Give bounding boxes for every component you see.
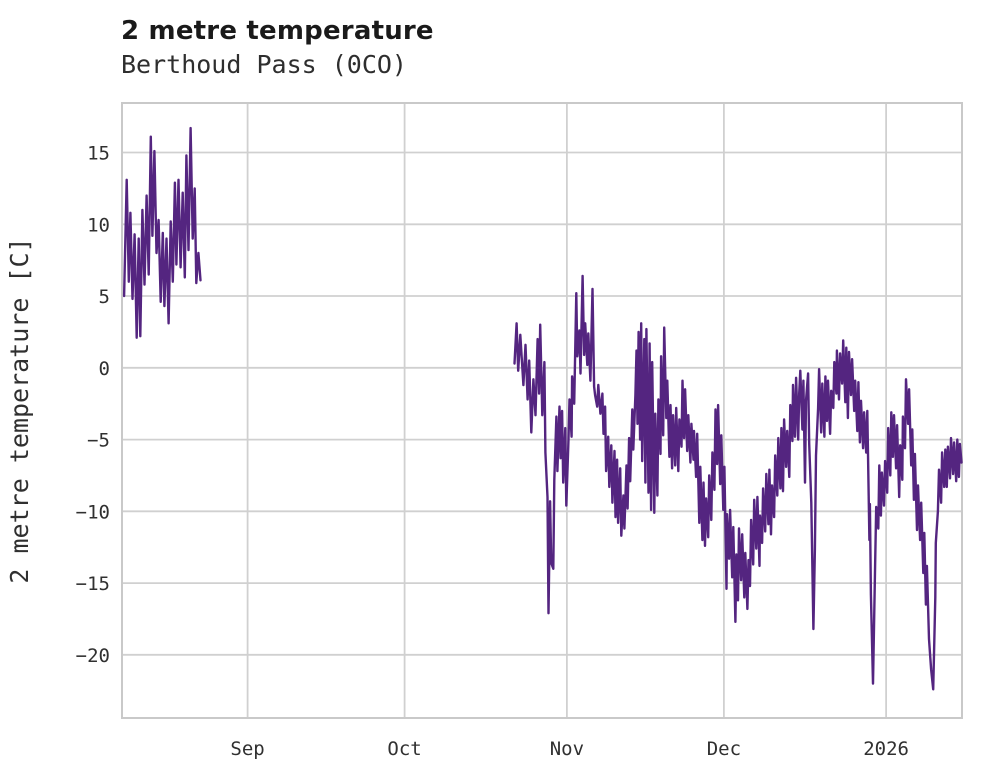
y-tick-label: 10 bbox=[87, 214, 110, 236]
x-tick-label: Oct bbox=[387, 738, 421, 760]
y-tick-label: 15 bbox=[87, 143, 110, 165]
y-tick-label: −5 bbox=[87, 430, 110, 452]
x-tick-label: Sep bbox=[230, 738, 264, 760]
temperature-line bbox=[513, 274, 963, 691]
y-tick-label: 0 bbox=[99, 358, 110, 380]
y-tick-label: −10 bbox=[76, 501, 110, 523]
y-tick-label: 5 bbox=[99, 286, 110, 308]
y-axis-label: 2 metre temperature [C] bbox=[5, 237, 34, 583]
x-tick-label: Dec bbox=[707, 738, 741, 760]
plot-border bbox=[121, 102, 963, 719]
x-tick-label: 2026 bbox=[863, 738, 909, 760]
x-tick-label: Nov bbox=[550, 738, 584, 760]
temperature-line bbox=[122, 126, 202, 339]
y-tick-label: −20 bbox=[76, 645, 110, 667]
y-tick-label: −15 bbox=[76, 573, 110, 595]
chart-subtitle: Berthoud Pass (0CO) bbox=[121, 50, 407, 79]
chart-title: 2 metre temperature bbox=[121, 16, 434, 46]
